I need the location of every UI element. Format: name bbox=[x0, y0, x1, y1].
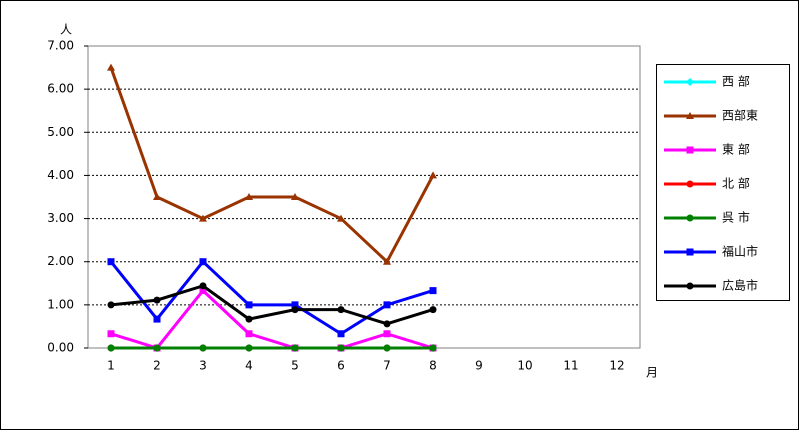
legend-marker bbox=[686, 282, 694, 290]
marker bbox=[107, 330, 115, 338]
x-tick-label: 3 bbox=[199, 359, 207, 373]
legend-label: 北 部 bbox=[722, 176, 750, 191]
marker bbox=[245, 193, 253, 200]
legend-marker bbox=[686, 248, 694, 256]
marker bbox=[153, 344, 161, 352]
marker bbox=[153, 315, 161, 323]
x-tick-label: 5 bbox=[291, 359, 299, 373]
x-axis-label: 月 bbox=[646, 366, 658, 380]
x-tick-label: 2 bbox=[153, 359, 161, 373]
legend-label: 呉 市 bbox=[722, 210, 750, 225]
y-tick-label: 3.00 bbox=[47, 211, 74, 225]
x-tick-label: 12 bbox=[609, 359, 624, 373]
marker bbox=[337, 330, 345, 338]
series-line bbox=[110, 284, 434, 326]
series-line bbox=[110, 288, 434, 350]
y-tick-label: 4.00 bbox=[47, 168, 74, 182]
marker bbox=[429, 287, 437, 295]
legend-label: 福山市 bbox=[722, 244, 758, 259]
y-tick-label: 1.00 bbox=[47, 297, 74, 311]
y-tick-label: 7.00 bbox=[47, 39, 74, 53]
marker bbox=[383, 344, 391, 352]
series-line bbox=[109, 259, 434, 336]
y-tick-label: 0.00 bbox=[47, 341, 74, 355]
legend-marker bbox=[686, 112, 694, 119]
marker bbox=[383, 330, 391, 338]
x-tick-label: 7 bbox=[383, 359, 391, 373]
legend-marker bbox=[686, 180, 694, 188]
marker bbox=[153, 296, 161, 304]
marker bbox=[429, 171, 437, 179]
marker bbox=[199, 258, 207, 266]
marker bbox=[291, 306, 299, 314]
marker bbox=[245, 301, 253, 309]
x-tick-label: 11 bbox=[563, 359, 578, 373]
legend-label: 西部東 bbox=[722, 108, 758, 123]
legend-label: 東 部 bbox=[722, 142, 750, 157]
marker bbox=[383, 320, 391, 328]
marker bbox=[107, 63, 115, 71]
marker bbox=[429, 306, 437, 314]
y-tick-label: 5.00 bbox=[47, 125, 74, 139]
y-axis-label: 人 bbox=[60, 23, 72, 37]
marker bbox=[337, 344, 345, 352]
plot-area bbox=[87, 45, 641, 349]
x-tick-label: 1 bbox=[107, 359, 115, 373]
legend-label: 広島市 bbox=[722, 278, 758, 293]
marker bbox=[291, 344, 299, 352]
legend-marker bbox=[686, 146, 694, 154]
marker bbox=[383, 257, 391, 265]
marker bbox=[153, 193, 161, 200]
marker bbox=[245, 344, 253, 352]
marker bbox=[199, 287, 207, 295]
marker bbox=[107, 301, 115, 309]
x-tick-label: 10 bbox=[517, 359, 532, 373]
marker bbox=[429, 344, 437, 352]
x-tick-label: 6 bbox=[337, 359, 345, 373]
marker bbox=[199, 214, 207, 222]
marker bbox=[383, 301, 391, 309]
marker bbox=[107, 344, 115, 352]
legend-marker bbox=[686, 78, 694, 86]
marker bbox=[291, 301, 299, 309]
marker bbox=[245, 315, 253, 323]
y-tick-label: 2.00 bbox=[47, 254, 74, 268]
x-tick-label: 4 bbox=[245, 359, 253, 373]
x-tick-label: 9 bbox=[475, 359, 483, 373]
marker bbox=[199, 282, 207, 290]
marker bbox=[245, 330, 253, 338]
legend-label: 西 部 bbox=[722, 74, 750, 89]
marker bbox=[291, 193, 299, 200]
x-tick-label: 8 bbox=[429, 359, 437, 373]
legend-marker bbox=[686, 214, 694, 222]
marker bbox=[199, 344, 207, 352]
marker bbox=[107, 258, 115, 266]
y-tick-label: 6.00 bbox=[47, 82, 74, 96]
series-line bbox=[109, 67, 435, 265]
marker bbox=[337, 306, 345, 314]
marker bbox=[337, 214, 345, 222]
